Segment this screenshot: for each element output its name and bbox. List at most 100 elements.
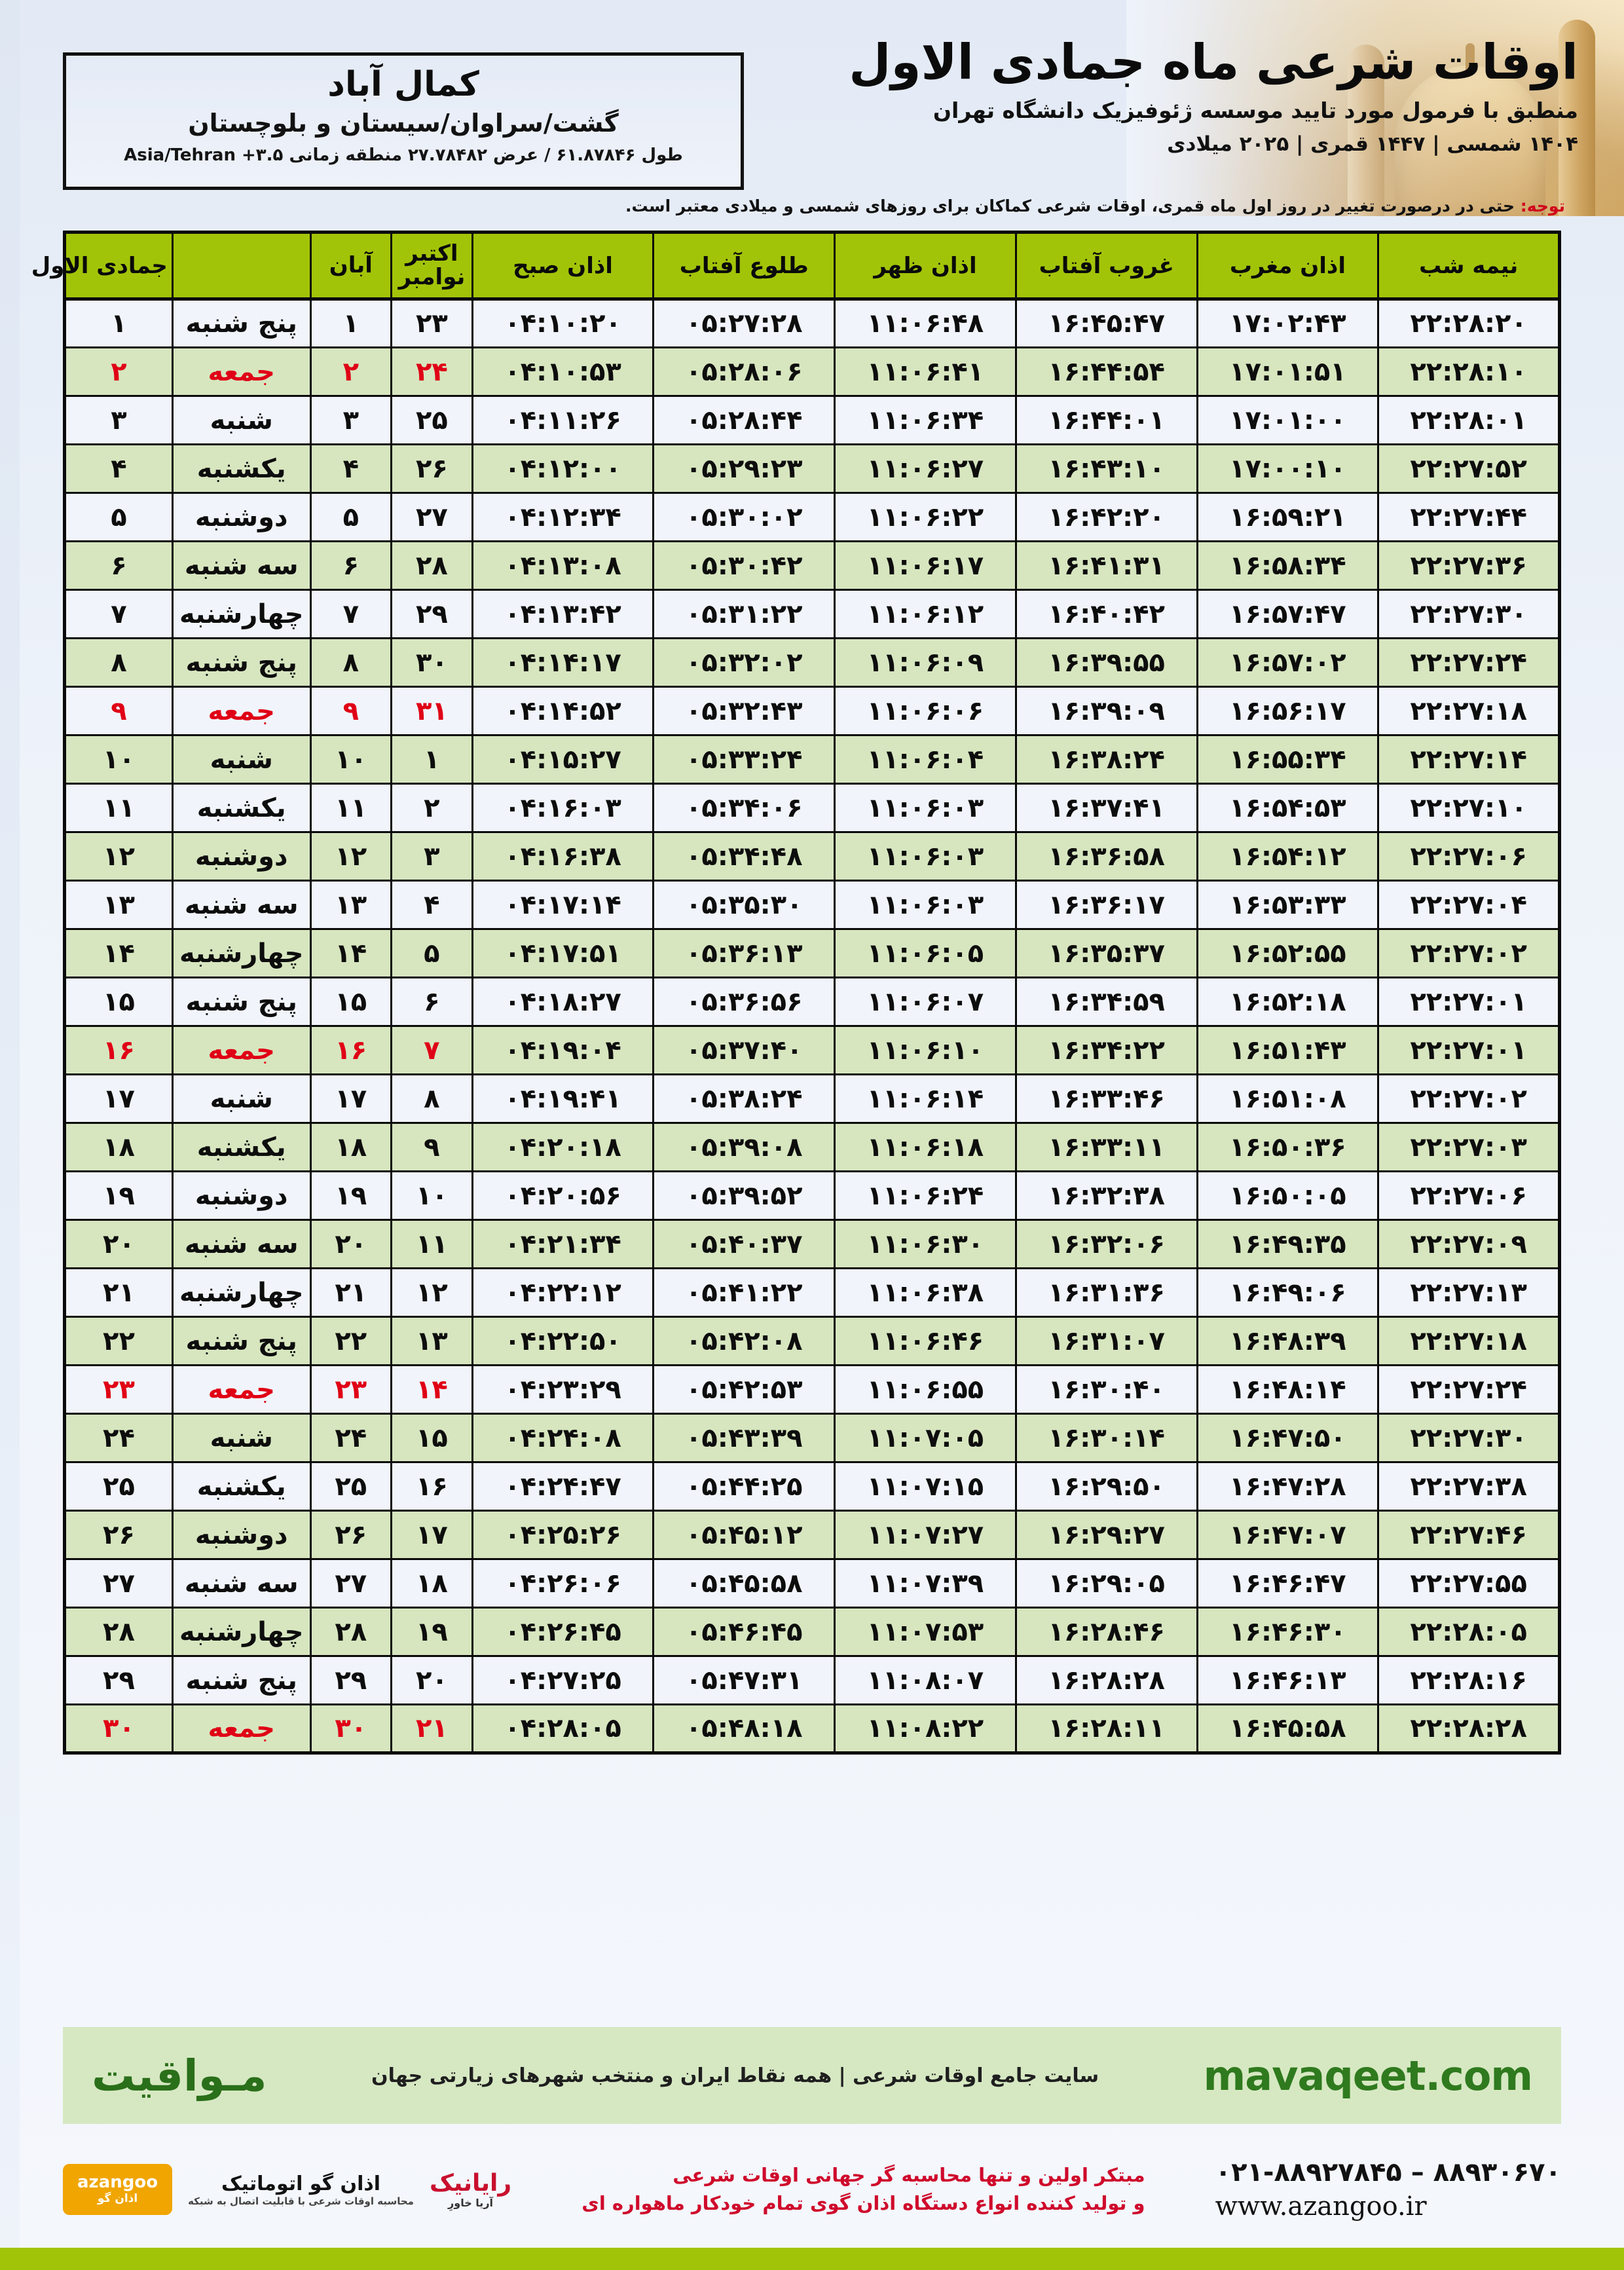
location-region: گشت/سراوان/سیستان و بلوچستان <box>188 109 619 138</box>
artwork-fade <box>1126 0 1624 216</box>
cell-zuhr: ۱۱:۰۶:۱۰ <box>834 1026 1016 1075</box>
cell-day: ۱ <box>64 299 173 348</box>
cell-fajr: ۰۴:۱۲:۳۴ <box>471 493 654 542</box>
cell-dow: سه شنبه <box>171 1559 310 1609</box>
cell-nimeshab: ۲۲:۲۸:۲۰ <box>1377 299 1560 348</box>
cell-shamsi: ۲۸ <box>309 1607 392 1657</box>
cell-day: ۲۹ <box>64 1656 173 1705</box>
cell-zuhr: ۱۱:۰۶:۴۸ <box>834 299 1016 348</box>
cell-fajr: ۰۴:۱۱:۲۶ <box>471 396 654 445</box>
rayanic-logo: رایانیک آریا خاورِ <box>430 2170 511 2209</box>
table-row: ۲۲:۲۷:۰۹ ۱۶:۴۹:۳۵ ۱۶:۳۲:۰۶ ۱۱:۰۶:۳۰ ۰۵:۴۰:۳۷… <box>64 1219 1560 1269</box>
cell-zuhr: ۱۱:۰۶:۰۳ <box>834 832 1016 882</box>
cell-sunset: ۱۶:۲۹:۵۰ <box>1014 1462 1198 1512</box>
cell-nimeshab: ۲۲:۲۷:۴۶ <box>1377 1510 1560 1560</box>
cell-zuhr: ۱۱:۰۶:۰۵ <box>834 929 1016 978</box>
cell-sunrise: ۰۵:۲۹:۲۳ <box>652 444 835 494</box>
cell-fajr: ۰۴:۲۷:۲۵ <box>471 1656 654 1705</box>
cell-dow: یکشنبه <box>171 783 310 833</box>
cell-dow: پنج شنبه <box>171 299 310 348</box>
cell-sunrise: ۰۵:۳۰:۴۲ <box>652 541 835 591</box>
cell-greg: ۱۰ <box>390 1171 473 1221</box>
cell-dow: چهارشنبه <box>171 929 310 978</box>
col-header-gregorian: اکتبر نوامبر <box>390 232 473 301</box>
bottom-contact-bar: ۰۲۱-۸۸۹۲۷۸۴۵ – ۸۸۹۳۰۶۷۰ www.azangoo.ir م… <box>63 2140 1561 2239</box>
cell-sunset: ۱۶:۳۳:۴۶ <box>1014 1074 1198 1124</box>
cell-sunset: ۱۶:۴۳:۱۰ <box>1014 444 1198 494</box>
contact-website[interactable]: www.azangoo.ir <box>1215 2191 1427 2222</box>
cell-dow: شنبه <box>171 735 310 785</box>
azangoo-logo-name: azangoo <box>77 2172 158 2193</box>
cell-sunset: ۱۶:۲۹:۰۵ <box>1014 1559 1198 1609</box>
cell-nimeshab: ۲۲:۲۷:۵۲ <box>1377 444 1560 494</box>
cell-nimeshab: ۲۲:۲۷:۰۱ <box>1377 1026 1560 1075</box>
cell-fajr: ۰۴:۲۰:۵۶ <box>471 1171 654 1221</box>
cell-dow: شنبه <box>171 1074 310 1124</box>
cell-greg: ۱۷ <box>390 1510 473 1560</box>
cell-greg: ۴ <box>390 880 473 930</box>
contact-block: ۰۲۱-۸۸۹۲۷۸۴۵ – ۸۸۹۳۰۶۷۰ www.azangoo.ir <box>1215 2157 1561 2222</box>
cell-nimeshab: ۲۲:۲۷:۳۰ <box>1377 1413 1560 1463</box>
cell-greg: ۲۳ <box>390 299 473 348</box>
page-title: اوقات شرعی ماه جمادی الاول <box>849 34 1579 90</box>
cell-sunrise: ۰۵:۲۸:۰۶ <box>652 347 835 397</box>
cell-fajr: ۰۴:۲۵:۲۶ <box>471 1510 654 1560</box>
table-row: ۲۲:۲۷:۳۰ ۱۶:۵۷:۴۷ ۱۶:۴۰:۴۲ ۱۱:۰۶:۱۲ ۰۵:۳۱:۲۲… <box>64 589 1560 639</box>
cell-dow: سه شنبه <box>171 880 310 930</box>
cell-greg: ۲۶ <box>390 444 473 494</box>
cell-day: ۵ <box>64 493 173 542</box>
cell-fajr: ۰۴:۱۷:۱۴ <box>471 880 654 930</box>
cell-sunrise: ۰۵:۳۶:۱۳ <box>652 929 835 978</box>
cell-greg: ۲۰ <box>390 1656 473 1705</box>
cell-day: ۲۴ <box>64 1413 173 1463</box>
cell-zuhr: ۱۱:۰۶:۱۲ <box>834 589 1016 639</box>
cell-sunrise: ۰۵:۳۳:۲۴ <box>652 735 835 785</box>
table-header-row: نیمه شب اذان مغرب غروب آفتاب اذان ظهر طل… <box>31 232 1560 301</box>
table-row: ۲۲:۲۸:۲۰ ۱۷:۰۲:۴۳ ۱۶:۴۵:۴۷ ۱۱:۰۶:۴۸ ۰۵:۲۷:۲۸… <box>64 299 1560 348</box>
cell-day: ۲۲ <box>64 1316 173 1366</box>
cell-zuhr: ۱۱:۰۷:۵۳ <box>834 1607 1016 1657</box>
cell-shamsi: ۱۷ <box>309 1074 392 1124</box>
cell-dow: سه شنبه <box>171 1219 310 1269</box>
cell-maghrib: ۱۶:۴۵:۵۸ <box>1196 1704 1378 1754</box>
cell-greg: ۲۸ <box>390 541 473 591</box>
cell-day: ۱۳ <box>64 880 173 930</box>
col-header-zuhr: اذان ظهر <box>834 232 1016 301</box>
col-header-gregorian-line2: نوامبر <box>398 263 466 290</box>
cell-dow: پنج شنبه <box>171 1656 310 1705</box>
cell-day: ۱۴ <box>64 929 173 978</box>
cell-sunset: ۱۶:۴۲:۲۰ <box>1014 493 1198 542</box>
cell-nimeshab: ۲۲:۲۸:۰۱ <box>1377 396 1560 445</box>
cell-maghrib: ۱۶:۴۹:۰۶ <box>1196 1268 1378 1318</box>
table-row: ۲۲:۲۷:۰۱ ۱۶:۵۱:۴۳ ۱۶:۳۴:۲۲ ۱۱:۰۶:۱۰ ۰۵:۳۷:۴۰… <box>64 1026 1560 1075</box>
azan-device-sub: محاسبه اوقات شرعی با قابلیت اتصال به شبک… <box>188 2195 414 2207</box>
cell-fajr: ۰۴:۲۰:۱۸ <box>471 1123 654 1172</box>
cell-greg: ۳۱ <box>390 686 473 736</box>
cell-greg: ۵ <box>390 929 473 978</box>
cell-day: ۸ <box>64 638 173 688</box>
cell-sunrise: ۰۵:۳۹:۰۸ <box>652 1123 835 1172</box>
cell-fajr: ۰۴:۲۶:۰۶ <box>471 1559 654 1609</box>
cell-nimeshab: ۲۲:۲۷:۰۴ <box>1377 880 1560 930</box>
mosque-artwork <box>1126 0 1624 216</box>
cell-sunrise: ۰۵:۴۷:۳۱ <box>652 1656 835 1705</box>
promo-line-2: و تولید کننده انواع دستگاه اذان گوی تمام… <box>581 2192 1145 2214</box>
page-subtitle: منطبق با فرمول مورد تایید موسسه ژئوفیزیک… <box>932 98 1578 124</box>
cell-sunrise: ۰۵:۳۲:۴۳ <box>652 686 835 736</box>
cell-zuhr: ۱۱:۰۶:۵۵ <box>834 1365 1016 1415</box>
cell-nimeshab: ۲۲:۲۷:۱۸ <box>1377 1316 1560 1366</box>
cell-fajr: ۰۴:۲۲:۱۲ <box>471 1268 654 1318</box>
footer-brand-url[interactable]: mavaqeet.com <box>1203 2051 1533 2100</box>
cell-shamsi: ۹ <box>309 686 392 736</box>
cell-sunrise: ۰۵:۴۵:۱۲ <box>652 1510 835 1560</box>
note-label: توجه: <box>1520 196 1565 215</box>
cell-maghrib: ۱۶:۴۹:۳۵ <box>1196 1219 1378 1269</box>
cell-sunrise: ۰۵:۴۸:۱۸ <box>652 1704 835 1754</box>
cell-dow: دوشنبه <box>171 832 310 882</box>
cell-dow: جمعه <box>171 1026 310 1075</box>
col-header-gregorian-line1: اکتبر <box>405 240 458 267</box>
cell-sunset: ۱۶:۲۸:۱۱ <box>1014 1704 1198 1754</box>
cell-maghrib: ۱۶:۵۴:۱۲ <box>1196 832 1378 882</box>
cell-shamsi: ۱۶ <box>309 1026 392 1075</box>
cell-greg: ۲۹ <box>390 589 473 639</box>
